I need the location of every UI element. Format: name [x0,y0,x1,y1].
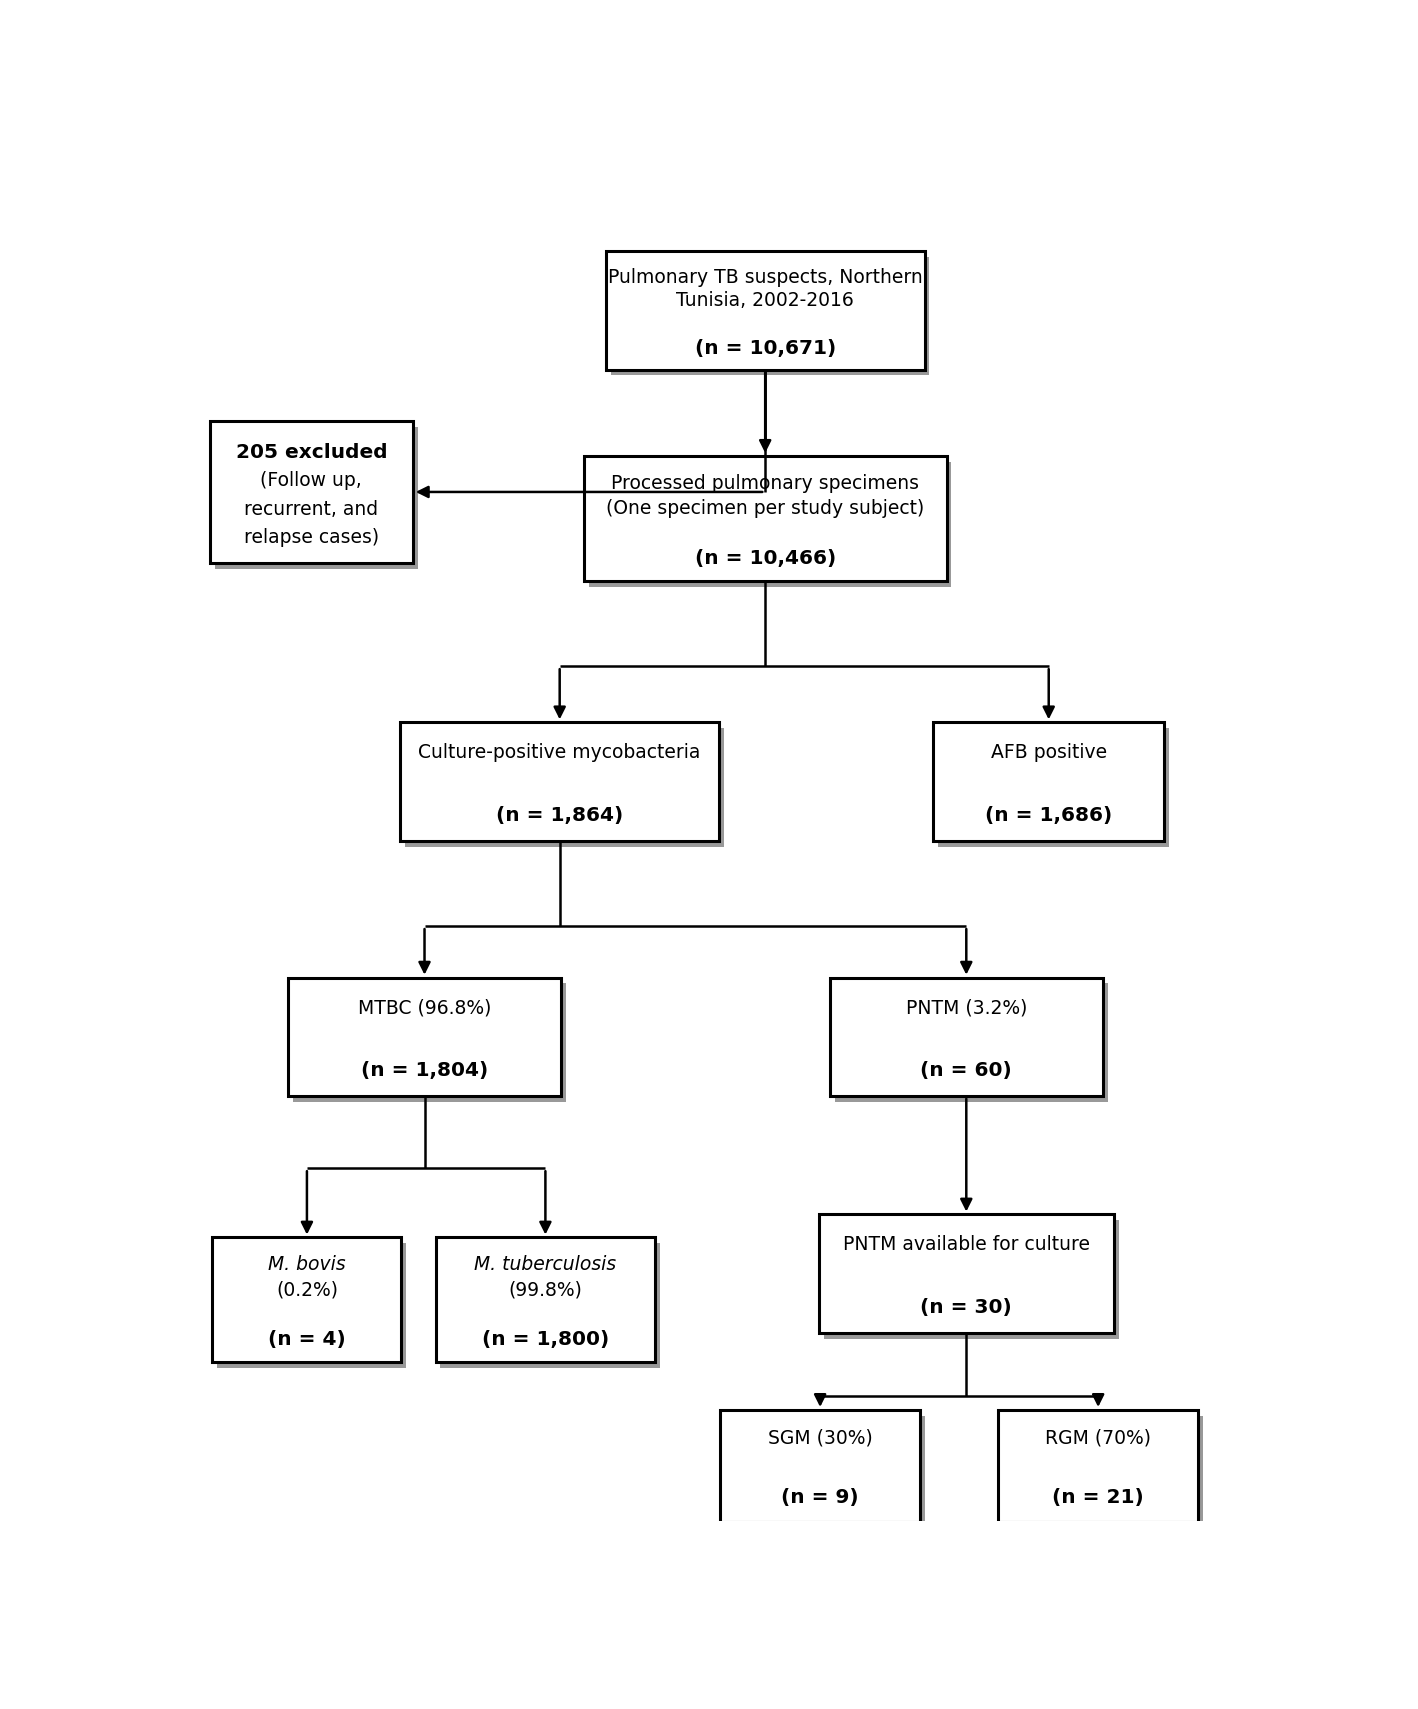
Text: (n = 10,671): (n = 10,671) [695,338,835,357]
Bar [725,1415,925,1528]
Text: (n = 30): (n = 30) [920,1299,1012,1318]
Text: M. bovis: M. bovis [268,1256,346,1275]
Text: 205 excluded: 205 excluded [235,443,387,461]
Bar [441,1244,661,1369]
Text: (99.8%): (99.8%) [509,1280,583,1299]
Bar [1003,1415,1202,1528]
Bar [213,1237,401,1362]
Text: (n = 21): (n = 21) [1052,1489,1144,1507]
Text: (0.2%): (0.2%) [277,1280,337,1299]
Bar [830,978,1103,1095]
Bar [406,728,725,846]
Bar [294,983,566,1102]
Text: Tunisia, 2002-2016: Tunisia, 2002-2016 [676,291,854,311]
Bar [214,427,418,569]
Bar [820,1215,1113,1333]
Text: SGM (30%): SGM (30%) [767,1429,872,1448]
Bar [998,1410,1198,1521]
Bar [217,1244,407,1369]
Text: RGM (70%): RGM (70%) [1045,1429,1151,1448]
Bar [605,251,925,369]
Bar [939,728,1168,846]
Text: AFB positive: AFB positive [991,743,1107,762]
Bar [720,1410,920,1521]
Bar [400,723,719,841]
Text: Culture-positive mycobacteria: Culture-positive mycobacteria [418,743,700,762]
Text: (n = 1,864): (n = 1,864) [496,807,624,825]
Bar [210,420,413,562]
Text: (n = 60): (n = 60) [920,1061,1012,1080]
Text: Processed pulmonary specimens: Processed pulmonary specimens [611,473,919,492]
Text: PNTM (3.2%): PNTM (3.2%) [906,998,1027,1017]
Text: (n = 4): (n = 4) [268,1330,346,1350]
Bar [584,456,946,581]
Bar [288,978,560,1095]
Bar [824,1220,1119,1338]
Text: MTBC (96.8%): MTBC (96.8%) [357,998,491,1017]
Text: PNTM available for culture: PNTM available for culture [842,1236,1090,1254]
Text: recurrent, and: recurrent, and [244,499,379,518]
Text: (n = 1,686): (n = 1,686) [986,807,1112,825]
Text: Pulmonary TB suspects, Northern: Pulmonary TB suspects, Northern [608,268,923,287]
Text: (n = 10,466): (n = 10,466) [695,549,835,567]
Text: M. tuberculosis: M. tuberculosis [475,1256,617,1275]
Bar [835,983,1107,1102]
Bar [933,723,1164,841]
Bar [435,1237,655,1362]
Bar [588,461,951,586]
Bar [611,256,929,376]
Text: (n = 9): (n = 9) [781,1489,859,1507]
Text: (One specimen per study subject): (One specimen per study subject) [605,499,925,518]
Text: (n = 1,800): (n = 1,800) [482,1330,608,1350]
Text: (Follow up,: (Follow up, [261,472,362,490]
Text: (n = 1,804): (n = 1,804) [362,1061,488,1080]
Text: relapse cases): relapse cases) [244,528,379,547]
